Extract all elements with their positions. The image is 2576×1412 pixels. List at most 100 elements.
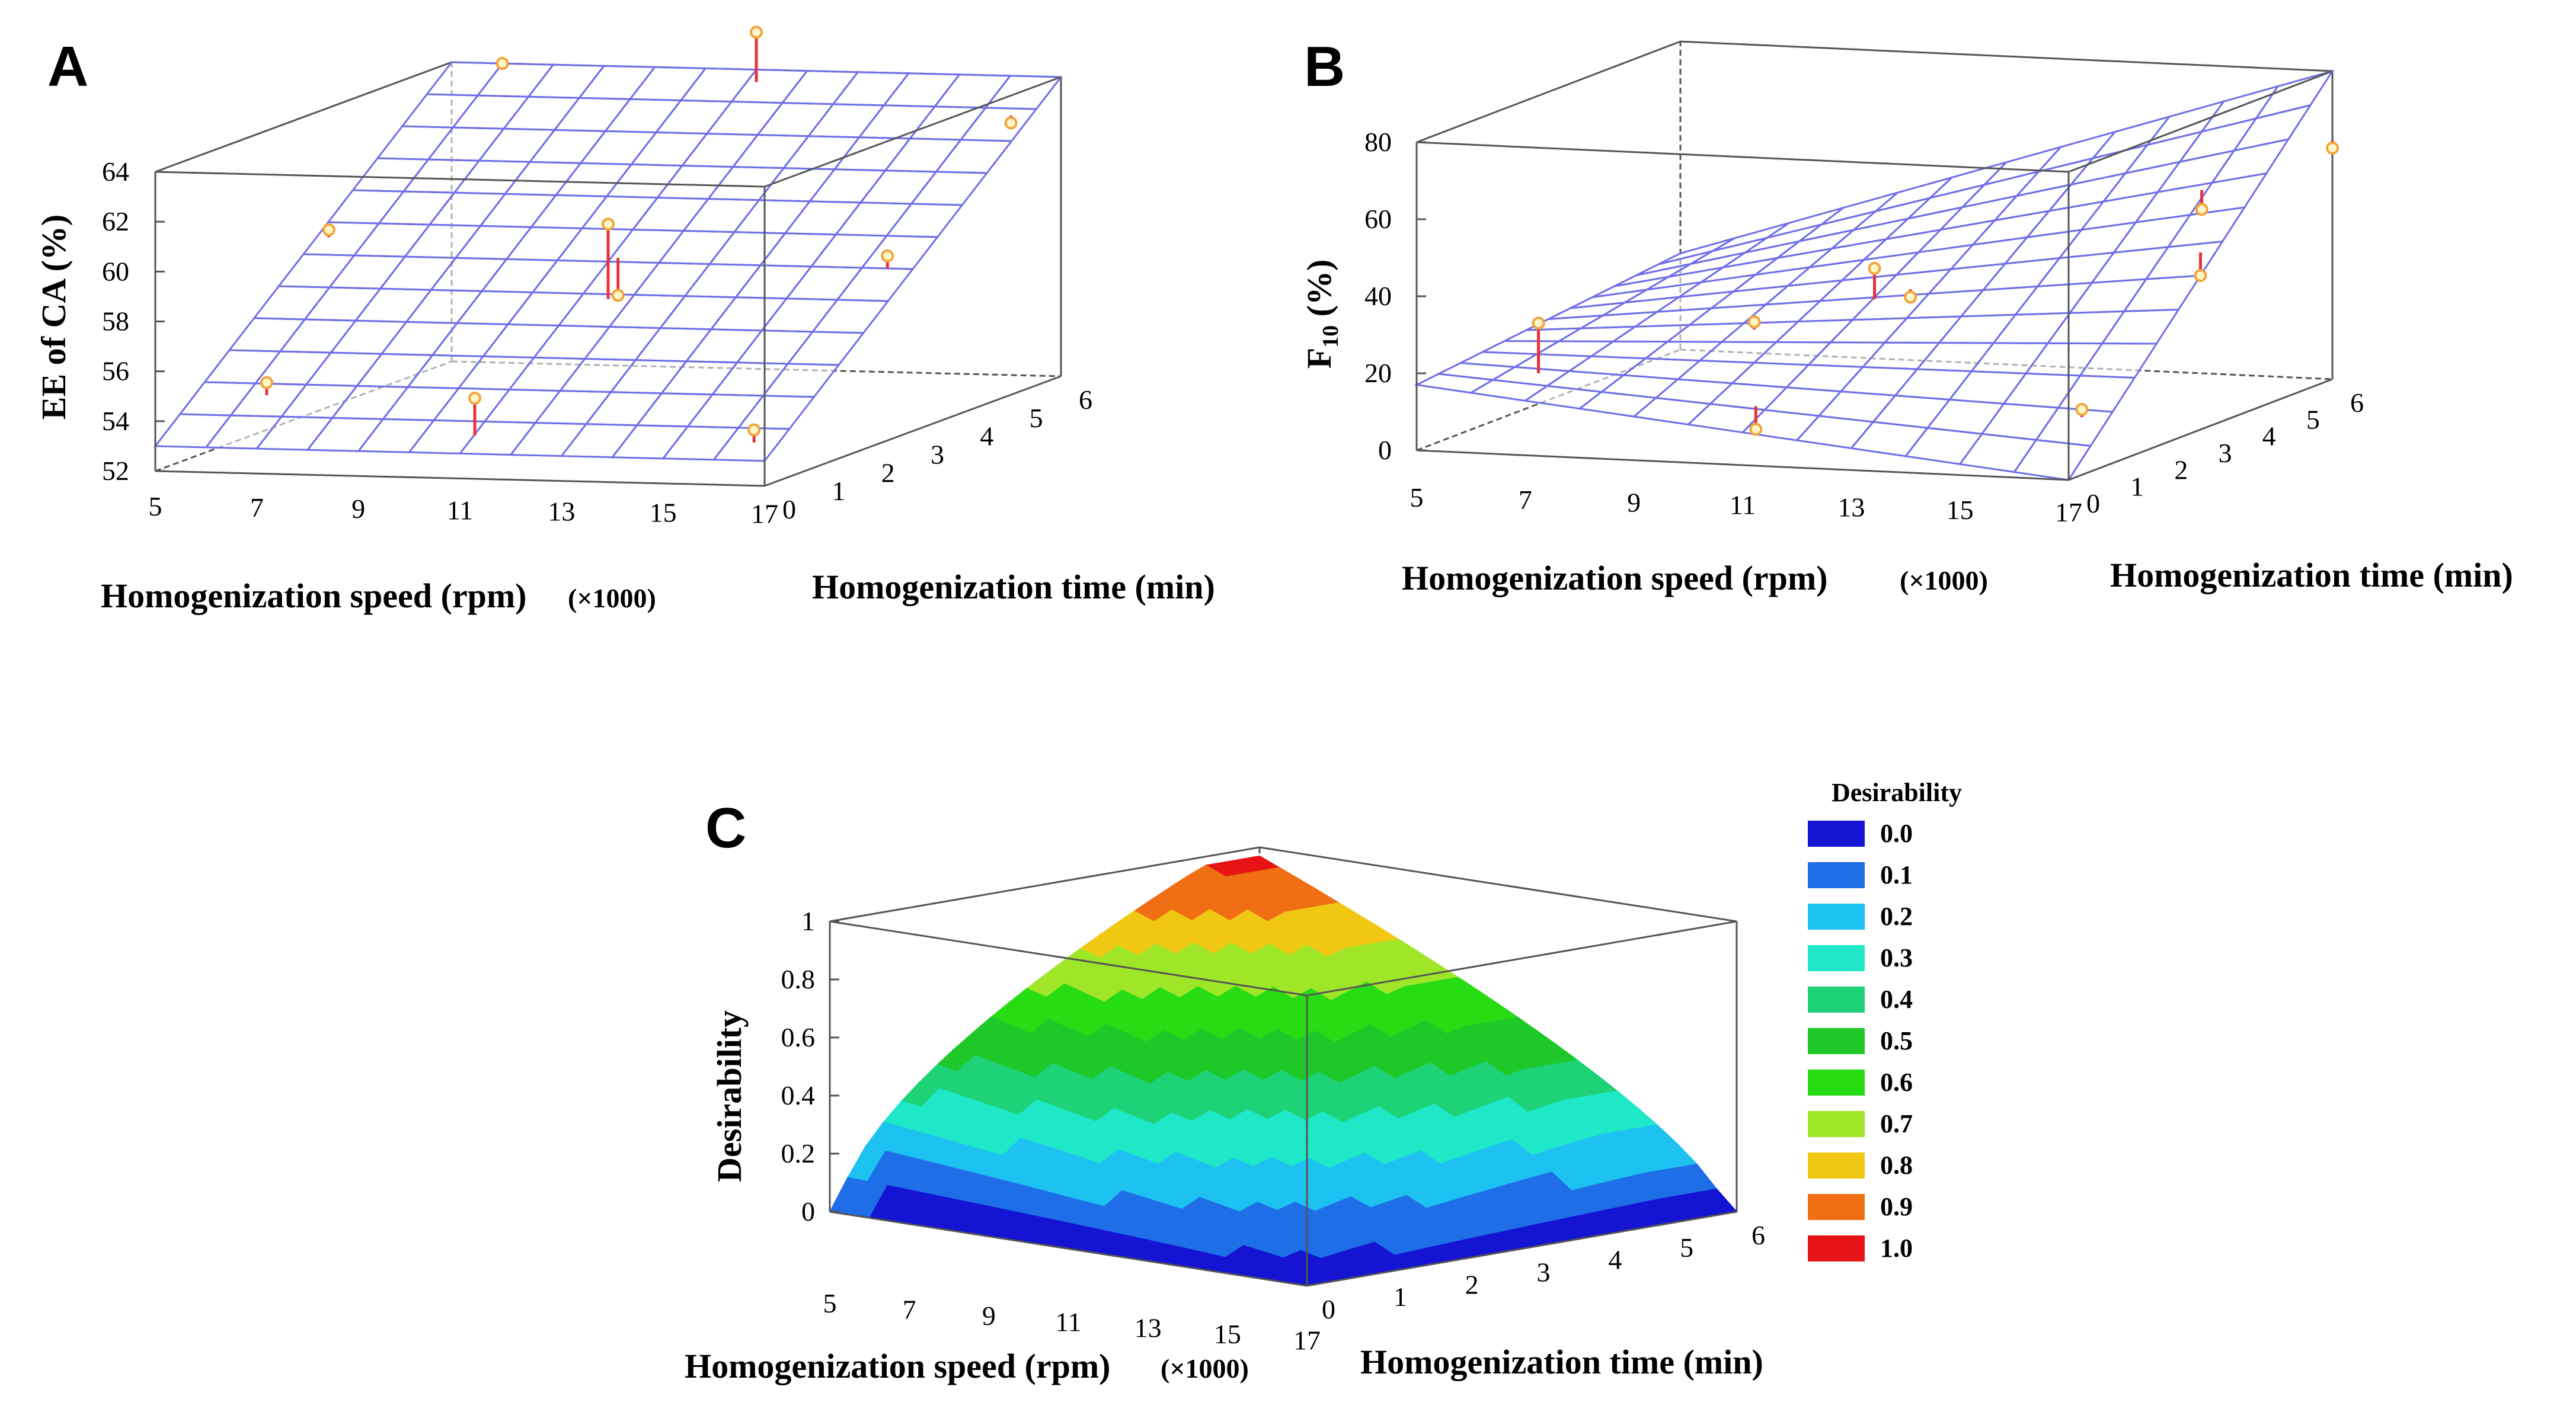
- y-tick-label: 3: [2219, 438, 2232, 468]
- y-tick-label: 0: [1322, 1294, 1335, 1324]
- y-tick-label: 6: [1079, 385, 1092, 415]
- data-point: [1904, 290, 1917, 304]
- panel-b-letter: B: [1304, 35, 1345, 98]
- data-point: [260, 376, 273, 389]
- z-tick-label: 0.4: [781, 1080, 816, 1110]
- z-tick-label: 0: [1378, 435, 1392, 465]
- legend-label: 0.5: [1880, 1026, 1913, 1055]
- legend-label: 0.1: [1880, 860, 1913, 889]
- x-tick-label: 5: [823, 1288, 837, 1318]
- x-tick-label: 7: [250, 492, 264, 523]
- x-tick-label: 17: [2055, 497, 2082, 527]
- box-edge-right-bottom: [764, 375, 1062, 487]
- x-tick-label: 11: [447, 495, 473, 525]
- legend-swatch: [1808, 1152, 1865, 1179]
- x-tick-label: 17: [751, 499, 778, 529]
- panel-a-letter: A: [47, 35, 88, 98]
- panel-c: 5 7 9 11 13 15 170 1 2 3 4 5 600.20.40.60.81 C Homog…: [685, 778, 1962, 1385]
- y-tick-label: 2: [1465, 1269, 1479, 1299]
- x-tick-label: 15: [1947, 495, 1974, 525]
- data-point: [496, 57, 509, 71]
- legend-label: 0.7: [1880, 1109, 1913, 1138]
- legend-swatch: [1808, 821, 1865, 847]
- panel-c-x-multiplier: (×1000): [1161, 1353, 1249, 1384]
- panel-a-surface: [154, 61, 1063, 462]
- panel-c-front-edges: [829, 920, 1737, 1287]
- panel-b-surface: [1414, 69, 2335, 481]
- box-edge-back-top-left: [155, 61, 452, 173]
- y-tick-label: 5: [1680, 1232, 1693, 1263]
- box-edge-front-top: [829, 920, 1308, 997]
- data-point: [1749, 422, 1763, 436]
- panel-c-y-title: Homogenization time (min): [1360, 1343, 1763, 1381]
- x-tick-label: 15: [650, 497, 677, 527]
- y-tick-label: 0: [782, 494, 796, 524]
- box-edge-right-top: [764, 76, 1062, 188]
- legend-swatch: [1808, 987, 1865, 1013]
- box-edge-back-top-left: [829, 846, 1260, 923]
- legend: 0.0 0.1 0.2 0.3 0.4 0.5 0.6 0.7 0.8 0.9 1.0: [1808, 819, 1913, 1263]
- panel-c-surface: [829, 855, 1738, 1286]
- legend-swatch: [1808, 862, 1865, 888]
- z-tick-label: 62: [102, 206, 129, 236]
- x-tick-label: 17: [1293, 1325, 1321, 1356]
- data-point: [881, 249, 894, 262]
- y-tick-label: 3: [931, 440, 944, 470]
- box-edge-front-bottom: [1416, 449, 2069, 481]
- z-tick-label: 0.6: [781, 1022, 816, 1052]
- panel-b-z-title-rest: (%): [1300, 260, 1338, 325]
- data-point: [2326, 142, 2339, 155]
- box-edge-front-top: [155, 171, 765, 188]
- data-point: [747, 423, 761, 437]
- panel-c-letter: C: [705, 796, 746, 860]
- data-point: [2195, 203, 2209, 216]
- z-tick-label: 80: [1364, 127, 1392, 157]
- legend-label: 0.6: [1880, 1068, 1913, 1097]
- data-point: [1532, 316, 1545, 330]
- box-edge-right-bottom: [2068, 378, 2333, 481]
- x-tick-label: 9: [351, 494, 365, 524]
- legend-swatch: [1808, 904, 1865, 930]
- z-tick-label: 40: [1364, 281, 1392, 311]
- y-tick-label: 0: [2086, 488, 2100, 518]
- y-tick-label: 3: [1537, 1257, 1551, 1288]
- x-tick-label: 13: [548, 496, 575, 526]
- legend-label: 0.9: [1880, 1192, 1913, 1221]
- box-edge-front-bottom: [155, 470, 765, 487]
- data-point: [2194, 269, 2207, 282]
- panel-a-y-title: Homogenization time (min): [812, 568, 1215, 606]
- legend-swatch: [1808, 1111, 1865, 1137]
- z-tick-label: 54: [102, 406, 129, 436]
- panel-c-z-title: Desirability: [710, 1010, 749, 1182]
- legend-label: 0.2: [1880, 902, 1913, 931]
- legend-swatch: [1808, 1028, 1865, 1054]
- panel-a-z-title: EE of CA (%): [34, 214, 73, 420]
- panel-b-z-title-main: F: [1300, 348, 1338, 369]
- box-edge-back-top-left: [1416, 40, 1681, 143]
- panel-b-x-title: Homogenization speed (rpm): [1402, 559, 1828, 597]
- data-point: [322, 223, 335, 236]
- z-tick-label: 64: [102, 156, 129, 187]
- data-point: [1868, 262, 1881, 275]
- panel-a-x-title: Homogenization speed (rpm): [101, 577, 527, 615]
- x-tick-label: 7: [903, 1294, 916, 1324]
- z-tick-label: 56: [102, 356, 129, 386]
- panel-b-z-title-sub: 10: [1318, 325, 1343, 348]
- box-edge-front-bottom: [829, 1211, 1308, 1287]
- panel-b-z-title: F10 (%): [1300, 260, 1343, 369]
- y-tick-label: 5: [2306, 404, 2320, 434]
- y-tick-label: 6: [1752, 1220, 1765, 1250]
- legend-label: 0.3: [1880, 943, 1913, 972]
- data-point: [611, 289, 625, 302]
- x-tick-label: 15: [1214, 1319, 1241, 1349]
- z-tick-label: 0.8: [781, 964, 816, 994]
- x-tick-label: 9: [1627, 487, 1641, 517]
- z-tick-label: 0.2: [781, 1138, 816, 1168]
- box-edge-back-top-rear: [1680, 40, 2333, 72]
- legend-swatch: [1808, 945, 1865, 971]
- x-tick-label: 11: [1055, 1307, 1081, 1337]
- data-point: [468, 392, 481, 405]
